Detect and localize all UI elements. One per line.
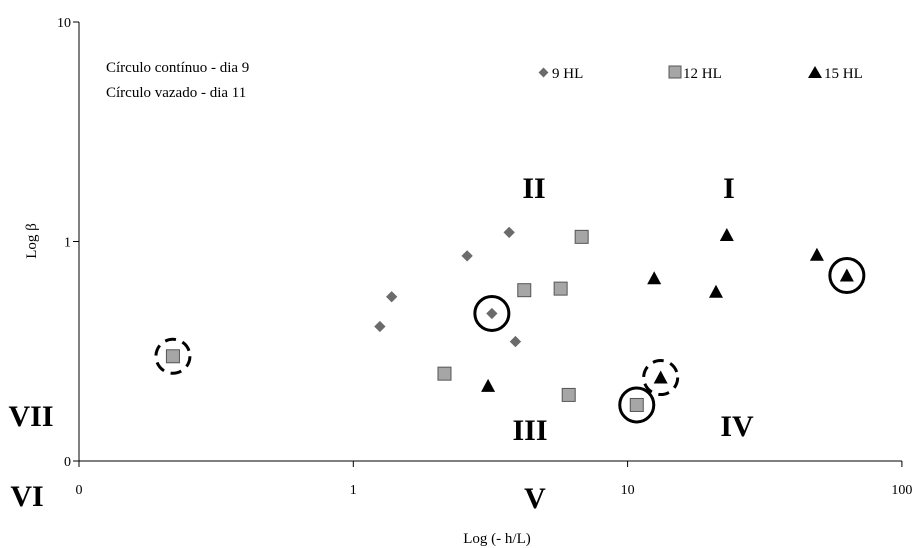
data-point-15hl bbox=[809, 247, 824, 261]
region-label-i: I bbox=[723, 172, 735, 205]
legend-marker-9hl bbox=[538, 67, 549, 78]
data-point-9hl bbox=[386, 291, 398, 303]
region-label-iv: IV bbox=[720, 410, 754, 443]
region-label-iii: III bbox=[512, 414, 547, 447]
legend-label-9hl: 9 HL bbox=[552, 66, 583, 82]
data-point-15hl bbox=[839, 268, 854, 282]
data-point-15hl bbox=[481, 378, 496, 392]
y-tick-label: 10 bbox=[57, 16, 71, 31]
dashed-circle-marker bbox=[154, 337, 192, 375]
region-label-vi: VI bbox=[10, 480, 43, 513]
data-point-15hl bbox=[653, 370, 668, 384]
data-points bbox=[154, 226, 866, 424]
data-point-12hl bbox=[561, 387, 576, 402]
y-axis-title: Log β bbox=[24, 223, 40, 259]
data-point-15hl bbox=[647, 271, 662, 285]
data-point-12hl bbox=[437, 366, 452, 381]
region-label-ii: II bbox=[522, 172, 545, 205]
solid-circle-marker bbox=[828, 257, 866, 295]
y-ticks: 0 1 10 bbox=[57, 16, 79, 470]
legend-label-12hl: 12 HL bbox=[683, 66, 722, 82]
data-point-12hl bbox=[574, 229, 589, 244]
data-point-12hl bbox=[553, 281, 568, 296]
dashed-circle-marker bbox=[642, 359, 680, 397]
data-point-9hl bbox=[374, 320, 386, 333]
data-point-9hl bbox=[461, 250, 473, 262]
legend-marker-12hl bbox=[668, 65, 682, 79]
x-tick-label: 0 bbox=[76, 483, 83, 498]
solid-circle-marker bbox=[473, 294, 511, 332]
x-tick-label: 1 bbox=[350, 483, 357, 498]
x-ticks: 0 1 10 100 bbox=[76, 461, 912, 498]
data-point-9hl bbox=[509, 335, 522, 348]
legend-marker-15hl bbox=[808, 66, 822, 78]
data-point-15hl bbox=[708, 284, 723, 298]
x-axis-title: Log (- h/L) bbox=[463, 531, 530, 547]
legend: 9 HL 12 HL 15 HL bbox=[538, 65, 863, 82]
solid-circle-marker bbox=[618, 386, 656, 424]
x-tick-label: 100 bbox=[891, 483, 912, 498]
data-point-9hl bbox=[486, 307, 498, 320]
data-point-12hl bbox=[629, 397, 644, 412]
annotation-solid-circle: Círculo contínuo - dia 9 bbox=[106, 60, 249, 76]
region-label-vii: VII bbox=[8, 400, 53, 433]
annotation-dashed-circle: Círculo vazado - dia 11 bbox=[106, 85, 246, 101]
data-point-9hl bbox=[503, 226, 515, 239]
x-tick-label: 10 bbox=[621, 483, 635, 498]
region-label-v: V bbox=[524, 482, 546, 515]
data-point-12hl bbox=[165, 349, 180, 364]
region-labels: I II III IV V VI VII bbox=[8, 172, 754, 515]
y-tick-label: 1 bbox=[64, 236, 71, 251]
data-point-12hl bbox=[517, 283, 532, 298]
y-tick-label: 0 bbox=[64, 455, 71, 470]
data-point-15hl bbox=[719, 228, 734, 242]
legend-label-15hl: 15 HL bbox=[824, 66, 863, 82]
